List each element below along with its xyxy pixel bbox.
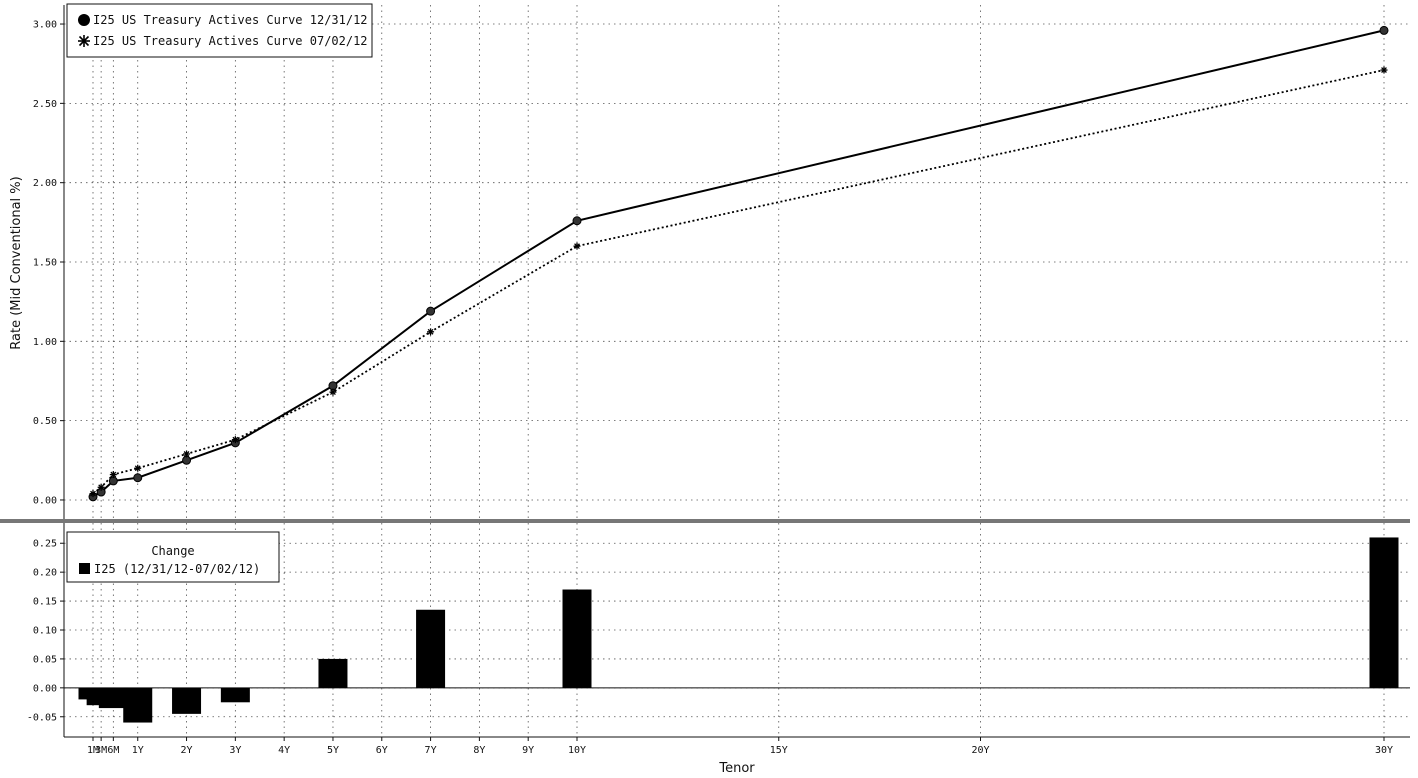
legend-title: Change	[151, 544, 194, 558]
change-bar	[416, 609, 446, 688]
change-bar	[220, 687, 250, 703]
asterisk-point	[573, 242, 581, 250]
y-tick-label: 3.00	[33, 20, 57, 31]
x-tick-label: 10Y	[568, 745, 586, 756]
change-bar	[98, 687, 128, 709]
change-bar	[562, 589, 592, 688]
series-line-12-31-12	[92, 29, 1385, 498]
x-tick-label: 15Y	[770, 745, 788, 756]
x-tick-label: 7Y	[425, 745, 437, 756]
x-tick-label: 9Y	[522, 745, 534, 756]
change-bar	[1369, 537, 1399, 688]
change-bars	[78, 537, 1399, 723]
circle-point	[426, 306, 436, 316]
asterisk-point	[427, 328, 435, 336]
asterisk-point	[89, 490, 97, 498]
change-bar	[123, 687, 153, 723]
x-tick-label: 4Y	[278, 745, 290, 756]
circle-point	[1379, 25, 1389, 35]
top-panel-grid	[64, 5, 1410, 519]
y-axis-label: Rate (Mid Conventional %)	[9, 176, 24, 349]
panel-divider	[0, 519, 1410, 523]
change-bar	[318, 658, 348, 688]
change-bar	[172, 687, 202, 714]
x-tick-label: 30Y	[1375, 745, 1393, 756]
x-tick-label: 20Y	[971, 745, 989, 756]
asterisk-point	[97, 483, 105, 491]
y-tick-label: 2.00	[33, 178, 57, 189]
asterisk-point	[183, 450, 191, 458]
x-tick-label: 3M	[95, 745, 107, 756]
y-tick-label: 0.15	[33, 597, 57, 608]
y-tick-label: 0.50	[33, 416, 57, 427]
bottom-y-ticks: -0.05 0.00 0.05 0.10 0.15 0.20 0.25	[27, 539, 64, 723]
bottom-legend-box	[66, 531, 280, 583]
asterisk-point	[134, 464, 142, 472]
circle-point	[572, 216, 582, 226]
y-tick-label: 0.05	[33, 654, 57, 665]
curve-series	[88, 25, 1389, 502]
top-legend: I25 US Treasury Actives Curve 12/31/12 I…	[66, 3, 373, 58]
x-tick-label: 2Y	[181, 745, 193, 756]
asterisk-point	[1380, 66, 1388, 74]
asterisk-point	[231, 436, 239, 444]
x-tick-label: 6M	[107, 745, 119, 756]
circle-marker-icon	[78, 14, 90, 26]
circle-point	[133, 473, 143, 483]
x-tick-label: 6Y	[376, 745, 388, 756]
y-tick-label: 0.00	[33, 495, 57, 506]
circle-point	[182, 455, 192, 465]
x-tick-label: 8Y	[473, 745, 485, 756]
bottom-legend: Change I25 (12/31/12-07/02/12)	[66, 531, 280, 583]
legend-bar-label: I25 (12/31/12-07/02/12)	[94, 562, 260, 576]
y-tick-label: -0.05	[27, 712, 57, 723]
y-tick-label: 1.00	[33, 337, 57, 348]
top-y-ticks: 0.00 0.50 1.00 1.50 2.00 2.50 3.00	[33, 20, 64, 506]
bar-swatch-icon	[79, 563, 90, 574]
y-tick-label: 0.20	[33, 568, 57, 579]
y-tick-label: 1.50	[33, 258, 57, 269]
y-tick-label: 0.00	[33, 683, 57, 694]
top-legend-box	[66, 3, 373, 58]
series-line-07-02-12	[92, 69, 1385, 495]
asterisk-point	[109, 471, 117, 479]
y-tick-label: 0.10	[33, 626, 57, 637]
x-tick-label: 5Y	[327, 745, 339, 756]
legend-series-2-label: I25 US Treasury Actives Curve 07/02/12	[93, 34, 368, 48]
x-tick-label: 3Y	[229, 745, 241, 756]
asterisk-marker-icon	[78, 35, 90, 47]
x-tick-label: 1Y	[132, 745, 144, 756]
asterisk-point	[329, 388, 337, 396]
legend-series-1-label: I25 US Treasury Actives Curve 12/31/12	[93, 13, 368, 27]
y-tick-label: 2.50	[33, 99, 57, 110]
x-tick-label: 1M	[87, 745, 99, 756]
x-axis-label: Tenor	[718, 761, 755, 776]
y-tick-label: 0.25	[33, 539, 57, 550]
circle-point	[328, 381, 338, 391]
